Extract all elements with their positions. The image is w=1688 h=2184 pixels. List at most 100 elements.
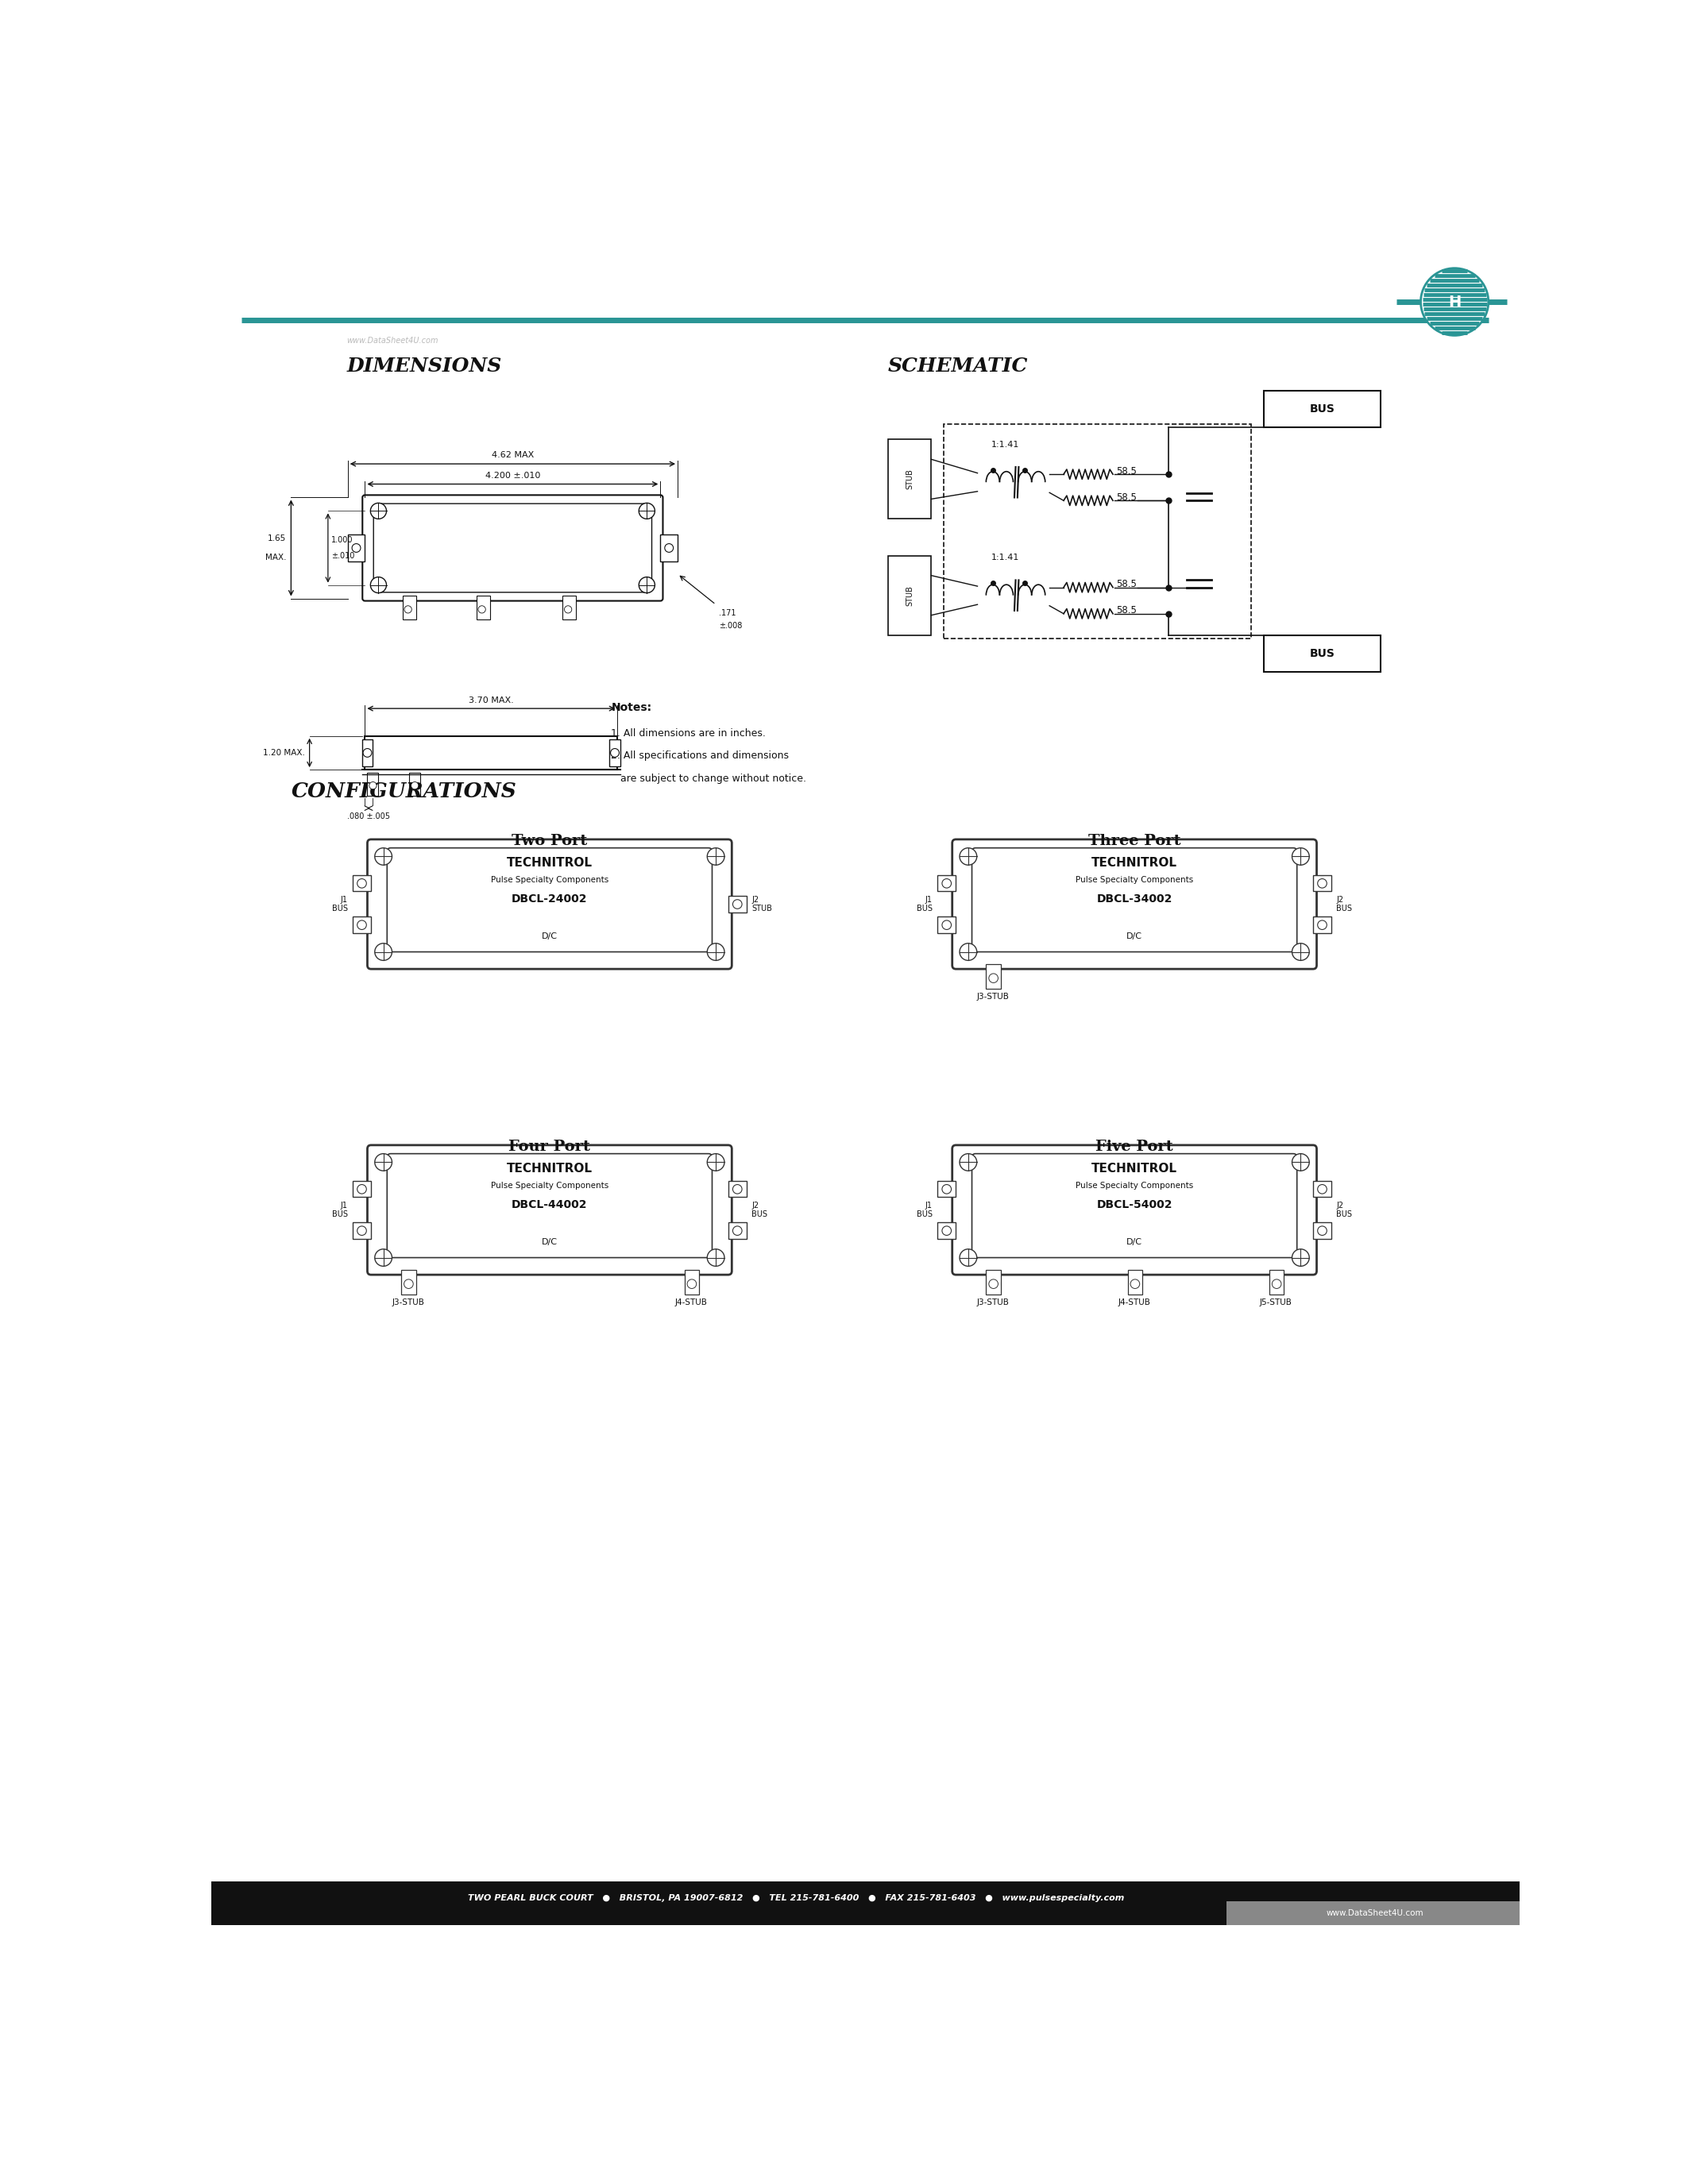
Text: BUS: BUS <box>1310 404 1335 415</box>
FancyBboxPatch shape <box>387 847 712 952</box>
Text: Three Port: Three Port <box>1089 834 1180 847</box>
Text: 1.20 MAX.: 1.20 MAX. <box>263 749 304 758</box>
FancyBboxPatch shape <box>368 839 733 970</box>
Circle shape <box>1291 847 1310 865</box>
Text: Pulse Specialty Components: Pulse Specialty Components <box>491 876 608 885</box>
Text: CONFIGURATIONS: CONFIGURATIONS <box>290 782 517 802</box>
Text: 1:1.41: 1:1.41 <box>991 441 1020 448</box>
Circle shape <box>370 782 376 788</box>
Text: J4-STUB: J4-STUB <box>1117 1299 1151 1306</box>
Circle shape <box>942 1225 952 1236</box>
Text: ±.008: ±.008 <box>719 622 743 629</box>
Text: Pulse Specialty Components: Pulse Specialty Components <box>491 1182 608 1190</box>
Bar <box>986 1269 1001 1295</box>
Text: J1
BUS: J1 BUS <box>917 1201 932 1219</box>
Circle shape <box>375 847 392 865</box>
Circle shape <box>358 1184 366 1195</box>
Circle shape <box>1318 919 1327 930</box>
Text: J2
BUS: J2 BUS <box>1337 1201 1352 1219</box>
Bar <box>353 876 371 891</box>
Bar <box>562 596 576 620</box>
FancyBboxPatch shape <box>972 1153 1296 1258</box>
Text: J1
BUS: J1 BUS <box>333 895 348 913</box>
Circle shape <box>564 605 572 614</box>
Circle shape <box>358 878 366 889</box>
Bar <box>353 1223 371 1238</box>
Circle shape <box>638 577 655 592</box>
Bar <box>408 773 420 795</box>
Bar <box>1264 391 1381 428</box>
Bar <box>1227 1902 1519 1926</box>
Bar <box>353 1182 371 1197</box>
Bar <box>353 917 371 933</box>
Bar <box>986 963 1001 989</box>
Text: 1. All dimensions are in inches.: 1. All dimensions are in inches. <box>611 727 766 738</box>
Text: www.DataSheet4U.com: www.DataSheet4U.com <box>346 336 439 345</box>
Circle shape <box>959 943 977 961</box>
Bar <box>660 535 677 561</box>
Bar <box>402 1269 415 1295</box>
Circle shape <box>638 502 655 520</box>
Circle shape <box>370 502 387 520</box>
Text: 58.5: 58.5 <box>1116 605 1136 616</box>
FancyBboxPatch shape <box>373 505 652 592</box>
Text: STUB: STUB <box>906 585 913 605</box>
Text: 58.5: 58.5 <box>1116 465 1136 476</box>
Text: 1.000: 1.000 <box>331 535 353 544</box>
Text: 1:1.41: 1:1.41 <box>991 555 1020 561</box>
Circle shape <box>733 1225 743 1236</box>
Text: .171: .171 <box>719 609 736 618</box>
FancyBboxPatch shape <box>387 1153 712 1258</box>
Circle shape <box>1291 1153 1310 1171</box>
Text: J2
BUS: J2 BUS <box>751 1201 768 1219</box>
Text: D/C: D/C <box>1126 933 1143 939</box>
Text: J5-STUB: J5-STUB <box>1259 1299 1293 1306</box>
Text: SCHEMATIC: SCHEMATIC <box>888 356 1028 376</box>
Bar <box>937 917 955 933</box>
Bar <box>1264 636 1381 673</box>
Bar <box>476 596 490 620</box>
Circle shape <box>733 900 743 909</box>
Text: DBCL-24002: DBCL-24002 <box>511 893 587 904</box>
Text: 58.5: 58.5 <box>1116 491 1136 502</box>
Bar <box>211 1880 1519 1926</box>
Text: ±.010: ±.010 <box>331 553 354 559</box>
Text: J2
STUB: J2 STUB <box>751 895 771 913</box>
Text: J4-STUB: J4-STUB <box>675 1299 707 1306</box>
Text: BUS: BUS <box>1310 649 1335 660</box>
Circle shape <box>707 943 724 961</box>
FancyBboxPatch shape <box>972 847 1296 952</box>
Text: Four Port: Four Port <box>508 1140 591 1153</box>
Bar <box>365 736 618 769</box>
Text: DBCL-54002: DBCL-54002 <box>1097 1199 1173 1210</box>
Circle shape <box>370 577 387 592</box>
Circle shape <box>375 1153 392 1171</box>
Bar <box>888 555 932 636</box>
Text: J2
BUS: J2 BUS <box>1337 895 1352 913</box>
Circle shape <box>733 1184 743 1195</box>
Circle shape <box>989 1280 998 1289</box>
Text: J1
BUS: J1 BUS <box>333 1201 348 1219</box>
Bar <box>944 424 1251 638</box>
Bar <box>728 895 746 913</box>
Text: TECHNITROL: TECHNITROL <box>1092 1162 1177 1175</box>
Text: TECHNITROL: TECHNITROL <box>506 856 592 869</box>
Bar <box>1128 1269 1143 1295</box>
Text: J3-STUB: J3-STUB <box>392 1299 424 1306</box>
Circle shape <box>942 878 952 889</box>
Circle shape <box>687 1280 697 1289</box>
Bar <box>1313 917 1332 933</box>
Text: MAX.: MAX. <box>265 553 285 561</box>
Bar <box>1269 1269 1285 1295</box>
Circle shape <box>707 1249 724 1267</box>
Bar <box>1313 876 1332 891</box>
Bar <box>1313 1182 1332 1197</box>
Circle shape <box>358 919 366 930</box>
Circle shape <box>959 1153 977 1171</box>
Circle shape <box>942 919 952 930</box>
Text: DIMENSIONS: DIMENSIONS <box>346 356 501 376</box>
Text: D/C: D/C <box>542 1238 557 1245</box>
Text: Pulse Specialty Components: Pulse Specialty Components <box>1075 1182 1193 1190</box>
Bar <box>937 876 955 891</box>
Text: J3-STUB: J3-STUB <box>977 1299 1009 1306</box>
